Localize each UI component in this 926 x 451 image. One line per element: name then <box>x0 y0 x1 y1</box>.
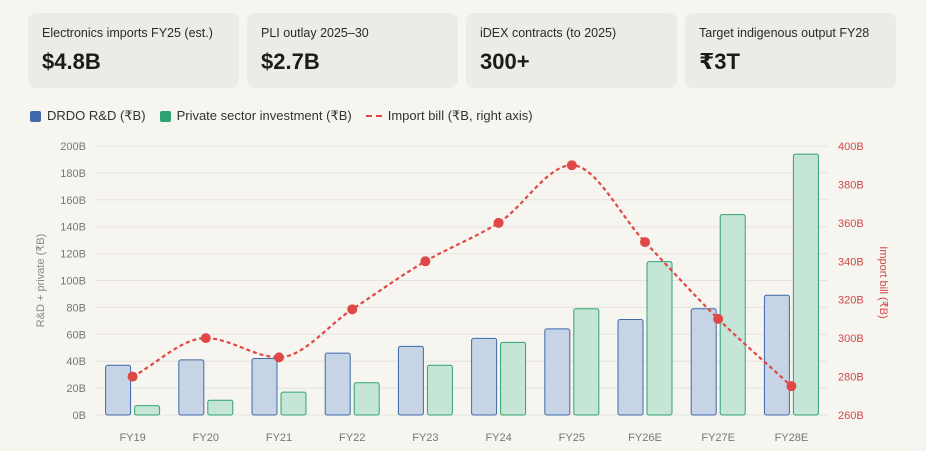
x-tick-label: FY20 <box>193 432 219 444</box>
bar-private <box>134 405 161 416</box>
legend-label-private: Private sector investment (₹B) <box>176 108 352 123</box>
y-tick-label: 0B <box>73 410 86 422</box>
bar-rd <box>178 359 205 416</box>
y2-tick-label: 340B <box>838 256 864 268</box>
y-tick-label: 180B <box>60 168 86 180</box>
kpi-value: ₹3T <box>699 49 740 74</box>
legend-label-rd: DRDO R&D (₹B) <box>47 108 146 123</box>
y-tick-label: 80B <box>66 302 86 314</box>
kpi-label: Target indigenous output FY28 <box>699 26 870 40</box>
bar-rd <box>471 337 498 416</box>
bar-rd <box>324 352 351 416</box>
legend-swatch-imports <box>365 115 382 117</box>
bar-rd <box>251 358 278 416</box>
bar-private <box>573 308 600 416</box>
bar-rd <box>105 364 132 416</box>
x-tick-label: FY22 <box>339 432 365 444</box>
x-tick-label: FY19 <box>119 432 145 444</box>
import-point <box>127 371 138 382</box>
bar-private <box>426 364 453 416</box>
bar-private <box>719 214 746 416</box>
kpi-card-idex: iDEX contracts (to 2025) 300+ <box>466 13 677 88</box>
bar-private <box>646 261 673 416</box>
import-point <box>274 352 284 363</box>
import-point <box>420 256 431 267</box>
y2-tick-label: 400B <box>838 141 864 153</box>
y2-tick-label: 360B <box>838 218 864 230</box>
bar-private <box>792 153 819 416</box>
bar-private <box>500 341 527 416</box>
y2-tick-label: 320B <box>838 295 864 307</box>
legend-swatch-rd <box>30 110 41 122</box>
kpi-value: $2.7B <box>261 49 320 74</box>
bar-rd <box>397 345 424 416</box>
y-tick-label: 40B <box>66 356 86 368</box>
kpi-cards: Electronics imports FY25 (est.) $4.8B PL… <box>28 13 896 88</box>
import-point <box>347 304 358 315</box>
import-point <box>640 237 650 248</box>
y2-tick-label: 260B <box>838 410 864 422</box>
legend-label-imports: Import bill (₹B, right axis) <box>387 108 533 123</box>
y-tick-label: 60B <box>66 329 86 341</box>
x-tick-label: FY24 <box>485 432 511 444</box>
kpi-label: iDEX contracts (to 2025) <box>480 26 617 40</box>
y2-tick-label: 280B <box>838 372 864 384</box>
bar-rd <box>544 328 571 416</box>
legend-item-imports[interactable]: Import bill (₹B, right axis) <box>365 108 533 124</box>
x-tick-label: FY21 <box>266 432 292 444</box>
bar-rd <box>617 319 644 416</box>
bar-rd <box>690 308 717 416</box>
chart-legend: DRDO R&D (₹B) Private sector investment … <box>30 108 547 124</box>
y-tick-label: 140B <box>60 222 86 234</box>
kpi-value: 300+ <box>480 49 530 74</box>
legend-item-private[interactable]: Private sector investment (₹B) <box>159 108 352 124</box>
legend-swatch-private <box>159 110 171 122</box>
kpi-value: $4.8B <box>42 49 101 74</box>
y-tick-label: 120B <box>60 249 86 261</box>
bar-private <box>353 382 380 416</box>
legend-item-rd[interactable]: DRDO R&D (₹B) <box>30 108 146 124</box>
y2-tick-label: 300B <box>838 333 864 345</box>
kpi-card-pli: PLI outlay 2025–30 $2.7B <box>247 13 458 88</box>
y2-axis-title: Import bill (₹B) <box>877 246 889 318</box>
kpi-label: PLI outlay 2025–30 <box>261 26 369 40</box>
bar-rd <box>763 294 790 416</box>
y-axis-title: R&D + private (₹B) <box>35 234 47 328</box>
import-line <box>132 164 793 387</box>
y-tick-label: 160B <box>60 195 86 207</box>
y2-tick-label: 380B <box>838 179 864 191</box>
x-tick-label: FY23 <box>412 432 438 444</box>
import-point <box>713 313 724 324</box>
bar-private <box>280 391 307 416</box>
x-tick-label: FY27E <box>701 432 735 444</box>
x-tick-label: FY28E <box>775 432 809 444</box>
bar-private <box>207 399 234 416</box>
kpi-card-imports: Electronics imports FY25 (est.) $4.8B <box>28 13 239 88</box>
y-tick-label: 200B <box>60 141 86 153</box>
y-tick-label: 20B <box>66 383 86 395</box>
import-point <box>493 217 504 228</box>
y-tick-label: 100B <box>60 276 86 288</box>
kpi-label: Electronics imports FY25 (est.) <box>42 26 213 40</box>
import-point <box>786 381 797 392</box>
x-tick-label: FY26E <box>628 432 662 444</box>
import-point <box>566 160 577 171</box>
import-point <box>200 333 211 344</box>
kpi-card-target: Target indigenous output FY28 ₹3T <box>685 13 896 88</box>
x-tick-label: FY25 <box>559 432 585 444</box>
